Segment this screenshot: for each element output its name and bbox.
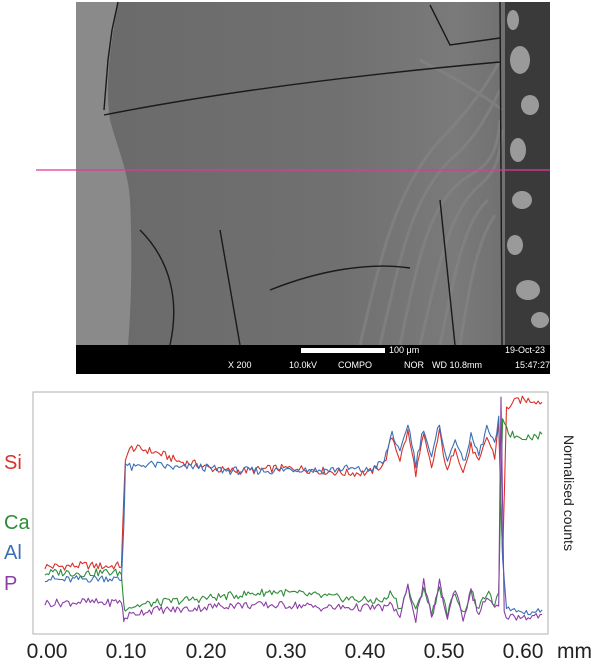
x-axis-unit: mm: [557, 640, 592, 663]
x-tick-1: 0.10: [105, 640, 147, 663]
sem-left-region: [76, 2, 132, 345]
sem-scan: NOR: [404, 360, 424, 370]
sem-date: 19-Oct-23: [505, 345, 546, 355]
sem-micrograph: [36, 1, 550, 374]
scale-bar: [301, 348, 385, 353]
plot-frame: [32, 391, 549, 635]
legend-p: P: [4, 573, 18, 595]
x-tick-6: 0.60: [502, 640, 544, 663]
sem-rim-grains: [507, 10, 549, 328]
series-line-p: [44, 396, 543, 624]
x-tick-4: 0.40: [344, 640, 386, 663]
x-tick-3: 0.30: [265, 640, 307, 663]
x-tick-5: 0.50: [423, 640, 465, 663]
sem-background: [76, 2, 550, 345]
sem-time: 15:47:27: [515, 360, 551, 370]
series-line-ca: [44, 418, 543, 619]
sem-zoning-bands: [358, 58, 504, 346]
legend-al: Al: [4, 542, 22, 564]
legend-ca: Ca: [4, 512, 30, 534]
legend-si: Si: [4, 452, 22, 474]
sem-mode: COMPO: [338, 360, 373, 370]
sem-magnification: X 200: [228, 360, 252, 370]
y-axis-label: Normalised counts: [561, 435, 577, 551]
sem-cracks: [103, 1, 503, 346]
line-scan-chart: [32, 391, 549, 635]
scale-bar-label: 100 μm: [389, 345, 420, 355]
sem-working-distance: WD 10.8mm: [432, 360, 483, 370]
sem-voltage: 10.0kV: [289, 360, 318, 370]
series-line-al: [44, 415, 543, 616]
x-tick-2: 0.20: [185, 640, 227, 663]
x-tick-0: 0.00: [26, 640, 68, 663]
